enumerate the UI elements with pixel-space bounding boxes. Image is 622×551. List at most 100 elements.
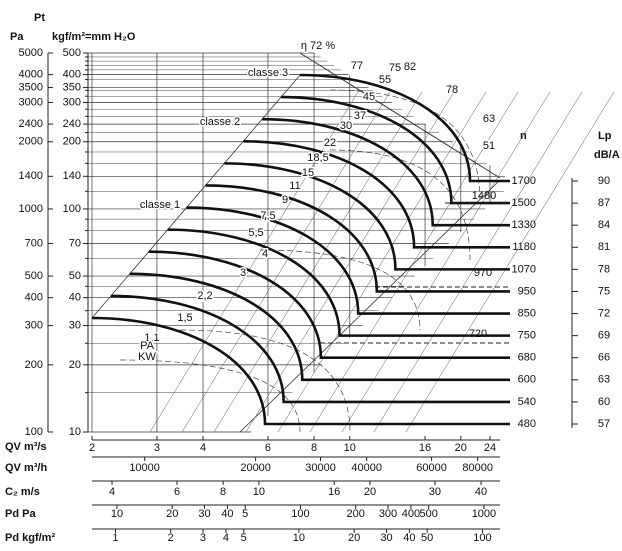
y-tick-label: 50 [69,270,81,282]
pa-tick-label: 400 [25,292,43,304]
x-tick-label: 40 [475,486,487,498]
x-tick-label: 6 [265,442,271,454]
annotation: 11 [289,180,300,192]
annotation: 3 [240,267,246,279]
pa-tick-label: 2400 [19,118,43,130]
system-line [309,91,519,433]
fan-curve [205,184,510,293]
axis-title: kgf/m²=mm H₂O [52,31,136,43]
speed-label: 540 [518,396,536,408]
system-line [181,91,391,433]
fan-curve [110,294,510,404]
y-tick-label: 30 [69,319,81,331]
pa-tick-label: 1400 [19,170,43,182]
x-tick-label: 2 [168,532,174,544]
boundary-line [239,179,501,433]
lp-tick-label: 90 [598,175,610,187]
annotation: 78 [446,84,458,96]
x-tick-label: 40 [403,532,415,544]
axis-title: QV m³/s [5,441,47,453]
lp-tick-label: 57 [598,418,610,430]
x-tick-label: 30 [380,532,392,544]
x-tick-label: 80000 [462,462,493,474]
x-tick-label: 100 [291,508,309,520]
x-tick-label: 400 [402,508,420,520]
axis-title: QV m³/h [5,462,47,474]
annotation: 7,5 [260,210,275,222]
fan-curve [224,162,510,271]
axis-title: dB/A [594,149,620,161]
axis-title: Pt [34,12,45,24]
x-tick-label: 5 [241,532,247,544]
annotation: 2,2 [197,290,212,302]
pa-tick-label: 200 [25,359,43,371]
x-tick-label: 30000 [305,462,336,474]
y-tick-label: 10 [69,426,81,438]
y-tick-label: 40 [69,292,81,304]
annotation: 1,5 [177,312,192,324]
x-tick-label: 300 [379,508,397,520]
x-tick-label: 5 [242,508,248,520]
x-tick-label: 50 [421,532,433,544]
x-tick-label: 10000 [129,462,160,474]
x-tick-label: 20 [348,532,360,544]
annotation: η 72 % [301,40,335,52]
efficiency-curve [329,89,481,201]
x-tick-label: 10 [111,508,123,520]
x-tick-label: 3 [154,442,160,454]
annotation: 63 [483,113,495,125]
pa-tick-label: 700 [25,237,43,249]
x-tick-label: 60000 [416,462,447,474]
fan-curve [186,206,510,315]
x-tick-label: 6 [174,486,180,498]
speed-label: 1700 [512,175,536,187]
dashed-speed-label: 720 [469,328,487,340]
annotation: classe 1 [140,199,180,211]
grid [88,52,505,433]
y-tick-label: 240 [63,118,81,130]
x-tick-label: 3 [200,532,206,544]
system-line [405,91,615,433]
fan-curve [299,73,510,183]
pa-tick-label: 3500 [19,81,43,93]
x-tick-label: 20 [364,486,376,498]
efficiency-curve [259,249,421,331]
pa-tick-label: 5000 [19,47,43,59]
fan-curve [148,250,510,360]
x-tick-label: 500 [420,508,438,520]
y-tick-label: 300 [63,96,81,108]
y-tick-label: 20 [69,359,81,371]
x-tick-label: 1000 [472,508,496,520]
speed-label: 1500 [512,197,536,209]
pa-tick-label: 100 [25,426,43,438]
pa-tick-label: 300 [25,319,43,331]
y-tick-label: 500 [63,47,81,59]
speed-label: 1330 [512,219,536,231]
fan-curve [281,95,510,205]
speed-label: 600 [518,374,536,386]
x-tick-label: 16 [328,486,340,498]
x-tick-label: 20 [455,442,467,454]
annotation: classe 2 [200,116,240,128]
axis-title: Pd Pa [5,508,36,520]
lp-tick-label: 84 [598,219,610,231]
annotation: PA [140,340,155,352]
system-line [373,91,583,433]
speed-label: 680 [518,352,536,364]
annotation: 82 [404,61,416,73]
x-tick-label: 1 [112,532,118,544]
fan-curve [167,228,510,337]
y-tick-label: 100 [63,203,81,215]
x-tick-label: 4 [109,486,115,498]
pa-tick-label: 1000 [19,203,43,215]
x-tick-label: 2 [89,442,95,454]
x-tick-label: 30 [198,508,210,520]
axis-title: Pa [10,31,24,43]
x-tick-label: 16 [419,442,431,454]
x-tick-label: 200 [347,508,365,520]
efficiency-curve [329,149,471,261]
speed-label: 1070 [512,263,536,275]
annotation: KW [138,351,156,363]
annotation: 51 [483,140,495,152]
